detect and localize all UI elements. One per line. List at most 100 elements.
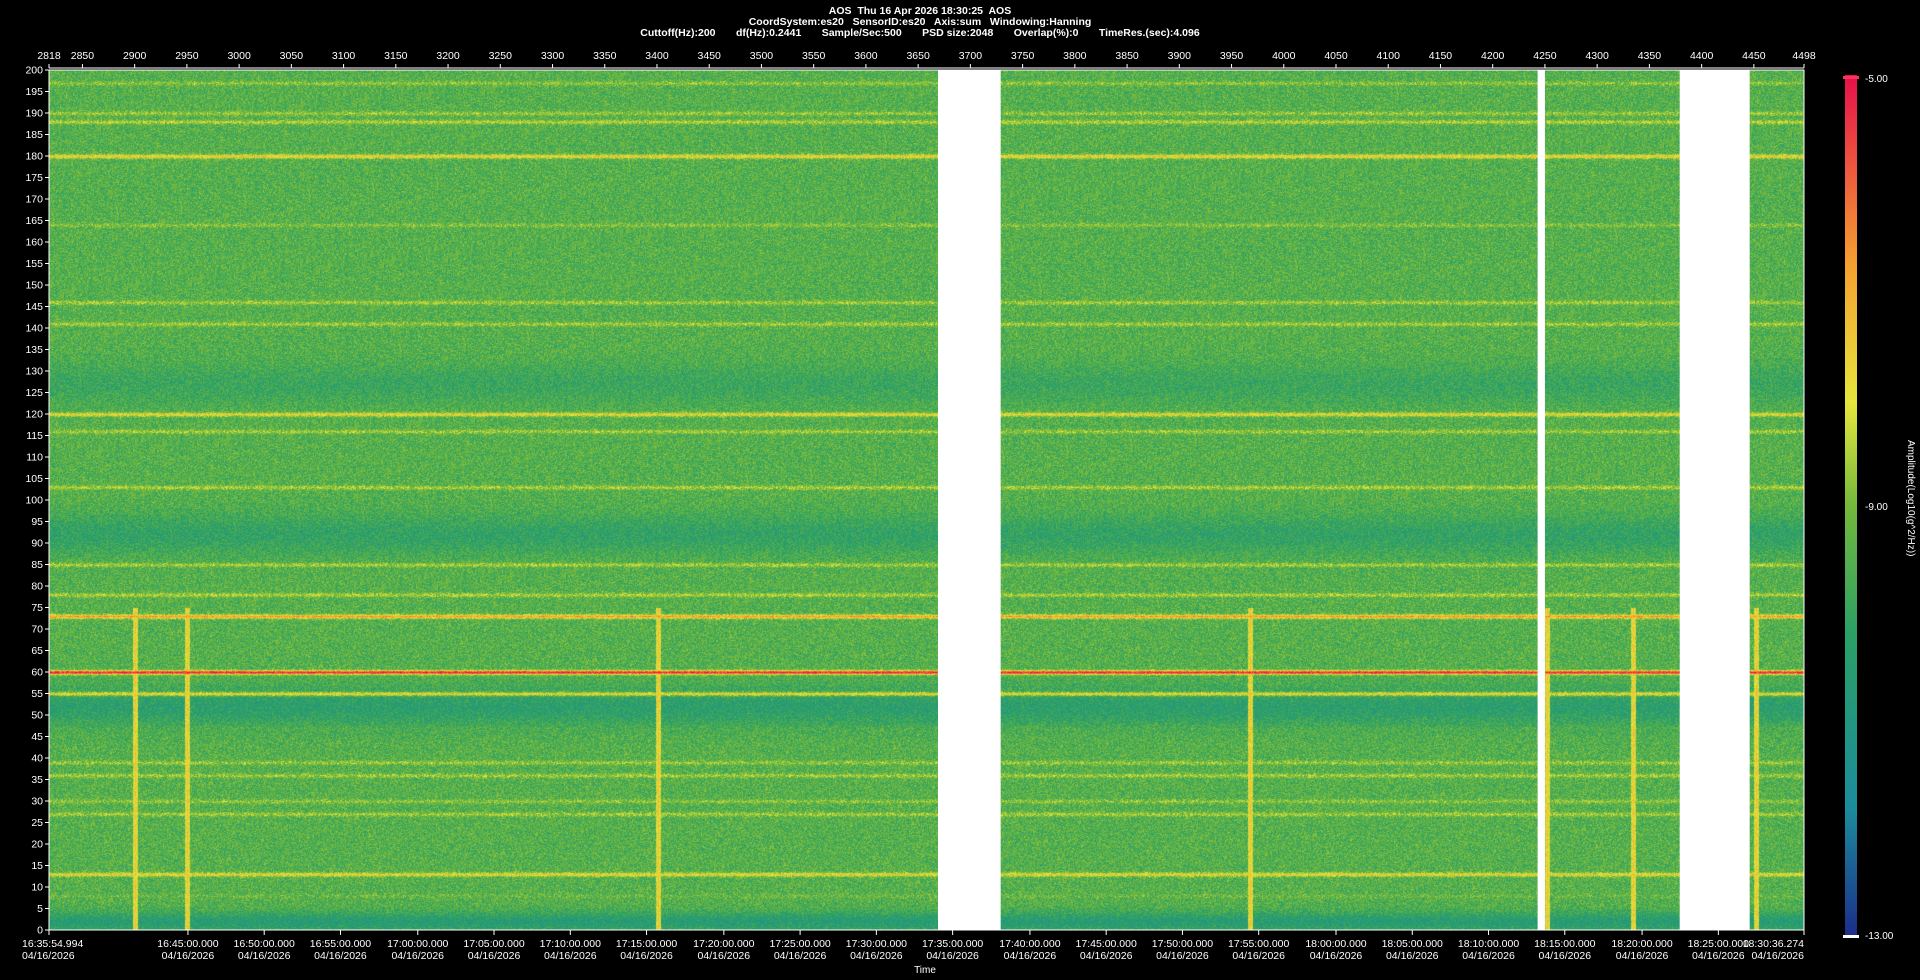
time-tick-label: 18:05:00.000	[1382, 938, 1443, 950]
date-tick-label: 04/16/2026	[926, 950, 979, 962]
time-axis: 16:35:54.99404/16/202616:45:00.00004/16/…	[22, 930, 1805, 962]
top-tick-label: 2950	[175, 50, 199, 62]
y-tick-label: 160	[25, 237, 43, 249]
y-tick-label: 15	[31, 860, 43, 872]
y-tick-label: 70	[31, 624, 43, 636]
colorbar-tick-min: -13.00	[1865, 931, 1894, 942]
top-tick-label: 3850	[1115, 50, 1139, 62]
y-tick-label: 145	[25, 301, 43, 313]
top-tick-label: 4350	[1638, 50, 1662, 62]
time-tick-label: 17:50:00.000	[1152, 938, 1213, 950]
data-gap-0	[937, 70, 1001, 930]
date-tick-label: 04/16/2026	[1080, 950, 1133, 962]
time-tick-label: 16:45:00.000	[157, 938, 218, 950]
top-tick-label: 4050	[1324, 50, 1348, 62]
date-tick-label: 04/16/2026	[22, 950, 75, 962]
date-tick-label: 04/16/2026	[620, 950, 673, 962]
y-tick-label: 170	[25, 194, 43, 206]
y-tick-label: 150	[25, 280, 43, 292]
heatmap-image[interactable]	[49, 70, 1804, 930]
top-tick-label: 4300	[1585, 50, 1609, 62]
top-tick-label: 3700	[959, 50, 983, 62]
date-tick-label: 04/16/2026	[1232, 950, 1285, 962]
time-tick-label: 17:55:00.000	[1228, 938, 1289, 950]
y-tick-label: 25	[31, 817, 43, 829]
date-tick-label: 04/16/2026	[544, 950, 597, 962]
y-tick-label: 165	[25, 215, 43, 227]
y-tick-label: 10	[31, 882, 43, 894]
top-tick-label: 4450	[1742, 50, 1766, 62]
y-tick-label: 155	[25, 258, 43, 270]
time-tick-label: 16:50:00.000	[234, 938, 295, 950]
y-tick-label: 0	[37, 925, 43, 937]
x-axis-label: Time	[914, 965, 936, 976]
top-tick-label: 4150	[1429, 50, 1453, 62]
y-tick-label: 120	[25, 409, 43, 421]
y-tick-label: 125	[25, 387, 43, 399]
top-tick-label: 3900	[1168, 50, 1192, 62]
y-tick-label: 80	[31, 581, 43, 593]
y-tick-label: 185	[25, 129, 43, 141]
time-tick-label: 18:10:00.000	[1458, 938, 1519, 950]
time-tick-label: 17:35:00.000	[922, 938, 983, 950]
top-tick-label: 4498	[1792, 50, 1816, 62]
heatmap-area[interactable]	[49, 70, 1804, 930]
top-tick-label: 3800	[1063, 50, 1087, 62]
y-tick-label: 50	[31, 710, 43, 722]
top-tick-label: 3400	[645, 50, 669, 62]
y-tick-label: 195	[25, 86, 43, 98]
y-tick-label: 40	[31, 753, 43, 765]
chart-title: AOS Thu 16 Apr 2026 18:30:25 AOS	[828, 5, 1012, 17]
y-tick-label: 65	[31, 645, 43, 657]
time-tick-label: 18:20:00.000	[1611, 938, 1672, 950]
top-block-axis: 2818 2850 2900 2950 3000 3050 3100 3150 3200 3250…	[37, 50, 1816, 69]
time-tick-label: 17:00:00.000	[387, 938, 448, 950]
data-gaps	[937, 70, 1750, 930]
time-tick-label: 18:25:00.000	[1688, 938, 1749, 950]
time-tick-label: 17:45:00.000	[1076, 938, 1137, 950]
top-tick-label: 2850	[71, 50, 95, 62]
colorbar-tick-mid: -9.00	[1865, 502, 1888, 513]
y-tick-label: 100	[25, 495, 43, 507]
date-tick-label: 04/16/2026	[468, 950, 521, 962]
top-tick-label: 3100	[332, 50, 356, 62]
date-tick-label: 04/16/2026	[1004, 950, 1057, 962]
time-tick-label: 18:15:00.000	[1534, 938, 1595, 950]
y-tick-label: 30	[31, 796, 43, 808]
colorbar-max-marker	[1843, 76, 1859, 79]
top-tick-label: 3150	[384, 50, 408, 62]
time-tick-label: 17:30:00.000	[846, 938, 907, 950]
y-tick-label: 115	[26, 430, 43, 442]
date-tick-label: 04/16/2026	[391, 950, 444, 962]
y-tick-label: 75	[31, 602, 43, 614]
date-tick-label: 04/16/2026	[1156, 950, 1209, 962]
date-tick-label: 04/16/2026	[1538, 950, 1591, 962]
top-tick-label: 2818	[37, 50, 61, 62]
y-tick-label: 200	[25, 65, 43, 77]
date-tick-label: 04/16/2026	[238, 950, 291, 962]
colorbar: -5.00 -9.00 -13.00 Amplitude(Log10(g^2/H…	[1843, 74, 1916, 942]
date-tick-label: 04/16/2026	[314, 950, 367, 962]
date-tick-label: 04/16/2026	[1386, 950, 1439, 962]
date-tick-label: 04/16/2026	[1310, 950, 1363, 962]
y-tick-label: 85	[31, 559, 43, 571]
y-tick-label: 180	[25, 151, 43, 163]
date-tick-label: 04/16/2026	[1692, 950, 1745, 962]
top-tick-label: 3250	[489, 50, 513, 62]
top-tick-label: 4400	[1690, 50, 1714, 62]
top-tick-label: 3350	[593, 50, 617, 62]
y-tick-label: 90	[31, 538, 43, 550]
date-tick-label: 04/16/2026	[850, 950, 903, 962]
y-tick-label: 95	[31, 516, 43, 528]
top-tick-label: 2900	[123, 50, 147, 62]
time-tick-label: 16:35:54.994	[22, 938, 83, 950]
chart-subtitle-params: Cuttoff(Hz):200 df(Hz):0.2441 Sample/Sec…	[640, 27, 1200, 39]
top-tick-label: 3750	[1011, 50, 1035, 62]
date-tick-label: 04/16/2026	[162, 950, 215, 962]
top-tick-label: 3450	[698, 50, 722, 62]
y-tick-label: 130	[25, 366, 43, 378]
y-tick-label: 135	[25, 344, 43, 356]
top-tick-label: 4250	[1533, 50, 1557, 62]
top-tick-label: 3550	[802, 50, 826, 62]
